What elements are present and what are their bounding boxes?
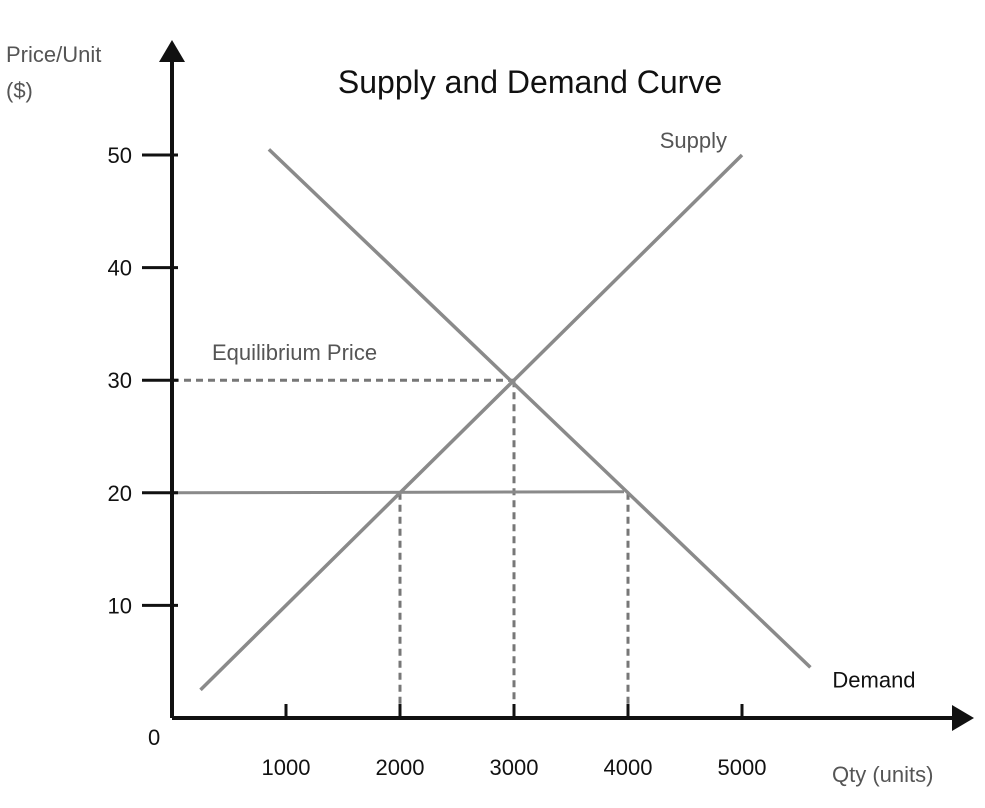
y-tick-label-30: 30 (108, 368, 132, 393)
demand-line (267, 148, 812, 669)
equilibrium-price-label: Equilibrium Price (212, 340, 377, 365)
y-tick-label-40: 40 (108, 256, 132, 281)
x-tick-label-3000: 3000 (490, 755, 539, 780)
supply-line (199, 153, 744, 692)
x-tick-label-5000: 5000 (718, 755, 767, 780)
y-tick-label-20: 20 (108, 481, 132, 506)
y-axis-arrow (159, 40, 185, 62)
dashed-reference-lines (172, 378, 630, 718)
ticks: 10 20 30 40 50 1000 2000 3000 4000 5000 (108, 143, 767, 780)
series-labels: Supply Demand Equilibrium Price (212, 128, 916, 692)
demand-label: Demand (832, 667, 915, 692)
price-line-20 (171, 490, 625, 495)
series-lines (171, 148, 812, 692)
chart-title: Supply and Demand Curve (338, 64, 722, 100)
x-tick-label-4000: 4000 (604, 755, 653, 780)
x-tick-label-1000: 1000 (262, 755, 311, 780)
y-axis-label-line2: ($) (6, 78, 33, 103)
supply-label: Supply (660, 128, 727, 153)
origin-label: 0 (148, 725, 160, 750)
y-tick-label-10: 10 (108, 593, 132, 618)
y-tick-label-50: 50 (108, 143, 132, 168)
x-axis-label: Qty (units) (832, 762, 933, 787)
y-axis-label-line1: Price/Unit (6, 42, 101, 67)
axes (159, 40, 974, 731)
x-tick-label-2000: 2000 (376, 755, 425, 780)
x-axis-arrow (952, 705, 974, 731)
